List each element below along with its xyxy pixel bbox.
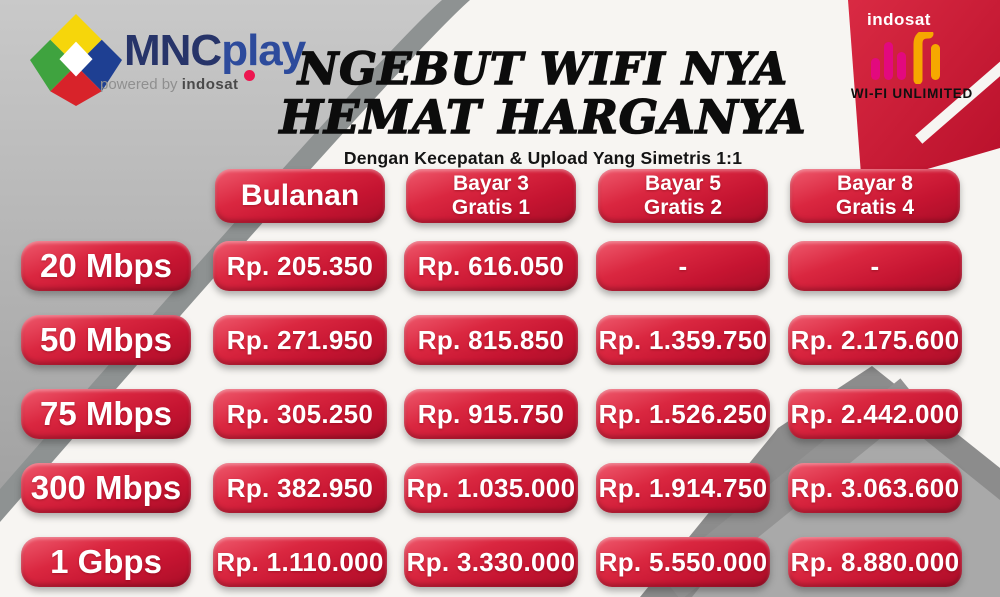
header-label-line2: Gratis 1: [451, 196, 531, 219]
price-20mbps-bulanan: Rp. 205.350: [213, 241, 387, 291]
price-300mbps-bayar8: Rp. 3.063.600: [788, 463, 962, 513]
indosat-dot-icon: [244, 70, 255, 81]
price-50mbps-bulanan: Rp. 271.950: [213, 315, 387, 365]
speed-badge-300mbps: 300 Mbps: [21, 463, 191, 513]
price-300mbps-bulanan: Rp. 382.950: [213, 463, 387, 513]
headline-line1: NGEBUT WIFI NYA: [297, 44, 789, 95]
price-1gbps-bulanan: Rp. 1.110.000: [213, 537, 387, 587]
header-label-line2: Gratis 4: [835, 196, 915, 219]
price-1gbps-bayar8: Rp. 8.880.000: [788, 537, 962, 587]
header-label: Bulanan: [240, 179, 360, 213]
price-75mbps-bayar8: Rp. 2.442.000: [788, 389, 962, 439]
column-header-bulanan: Bulanan: [215, 169, 385, 223]
indosat-wordmark: indosat: [867, 10, 931, 29]
headline-subtitle: Dengan Kecepatan & Upload Yang Simetris …: [343, 148, 743, 168]
speed-badge-1gbps: 1 Gbps: [21, 537, 191, 587]
price-1gbps-bayar5: Rp. 5.550.000: [596, 537, 770, 587]
price-300mbps-bayar3: Rp. 1.035.000: [404, 463, 578, 513]
speed-badge-20mbps: 20 Mbps: [21, 241, 191, 291]
header-cell-empty: [8, 163, 204, 229]
speed-badge-75mbps: 75 Mbps: [21, 389, 191, 439]
red-ribbon-white-gap: [915, 37, 1000, 144]
price-20mbps-bayar8: -: [788, 241, 962, 291]
powered-by-brand: indosat: [181, 76, 239, 93]
price-20mbps-bayar3: Rp. 616.050: [404, 241, 578, 291]
mnc-diamond-icon: [30, 14, 122, 106]
mnc-wordmark-bold: MNC: [124, 26, 222, 75]
price-50mbps-bayar3: Rp. 815.850: [404, 315, 578, 365]
wifi-unlimited-label: WI-FI UNLIMITED: [850, 86, 974, 101]
hifi-bars-icon: [871, 32, 940, 84]
column-header-bayar8-gratis4: Bayar 8 Gratis 4: [790, 169, 960, 223]
header-label: Bayar 3: [453, 172, 529, 196]
gray-fill-top-left: [0, 0, 442, 489]
column-header-bayar3-gratis1: Bayar 3 Gratis 1: [406, 169, 576, 223]
price-1gbps-bayar3: Rp. 3.330.000: [404, 537, 578, 587]
price-300mbps-bayar5: Rp. 1.914.750: [596, 463, 770, 513]
mnc-play-logo: MNCplay powered by indosat: [28, 10, 358, 115]
header-label: Bayar 5: [645, 172, 721, 196]
pricing-table: Bulanan Bayar 3 Gratis 1 Bayar 5 Gratis 2 …: [8, 163, 970, 597]
price-50mbps-bayar8: Rp. 2.175.600: [788, 315, 962, 365]
powered-by-line: powered by indosat: [100, 76, 239, 93]
price-20mbps-bayar5: -: [596, 241, 770, 291]
indosat-hifi-logo: indosat WI-FI UNLIMITED: [825, 0, 1000, 135]
mnc-wordmark-play: play: [221, 26, 306, 75]
column-header-bayar5-gratis2: Bayar 5 Gratis 2: [598, 169, 768, 223]
headline-line2: HEMAT HARGANYA: [279, 90, 807, 144]
headline-block: NGEBUT WIFI NYA HEMAT HARGANYA Dengan Ke…: [258, 44, 828, 169]
speed-badge-50mbps: 50 Mbps: [21, 315, 191, 365]
price-75mbps-bayar5: Rp. 1.526.250: [596, 389, 770, 439]
header-label: Bayar 8: [837, 172, 913, 196]
price-75mbps-bayar3: Rp. 915.750: [404, 389, 578, 439]
powered-by-text: powered by: [100, 76, 182, 93]
price-50mbps-bayar5: Rp. 1.359.750: [596, 315, 770, 365]
header-label-line2: Gratis 2: [643, 196, 723, 219]
price-75mbps-bulanan: Rp. 305.250: [213, 389, 387, 439]
mnc-play-wordmark: MNCplay: [124, 26, 306, 76]
